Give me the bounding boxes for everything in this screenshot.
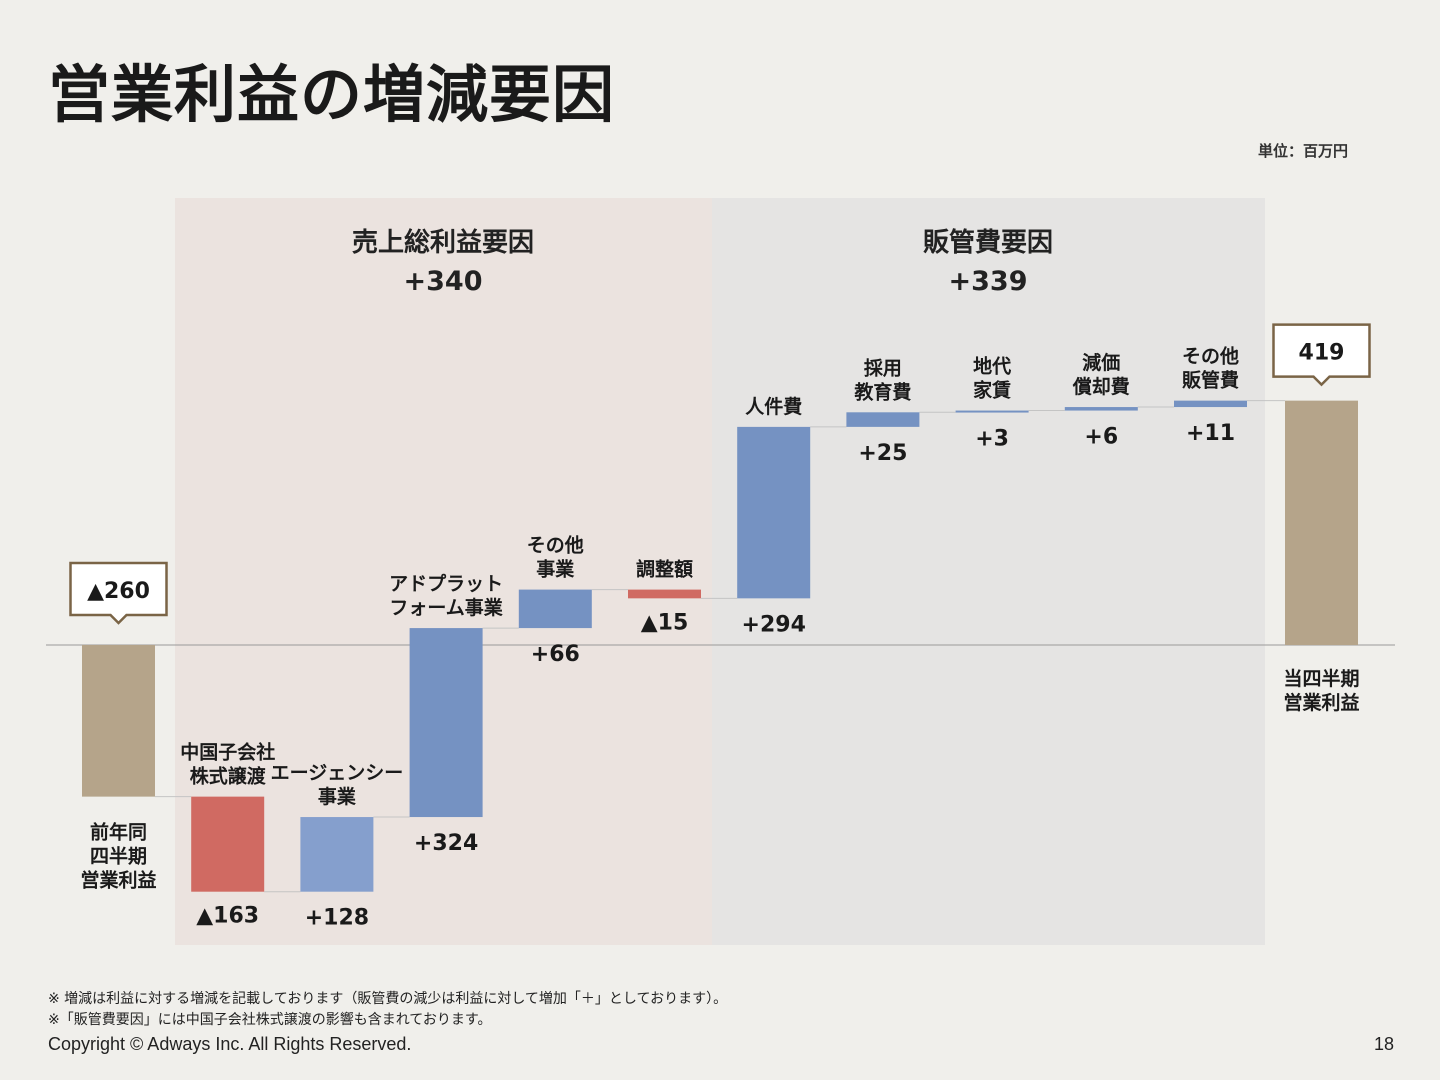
footnote-2: ※「販管費要因」には中国子会社株式譲渡の影響も含まれております。 <box>48 1012 492 1028</box>
category-label-10-0: その他 <box>1182 345 1239 368</box>
category-label-9-0: 減価 <box>1082 351 1120 374</box>
category-label-7-0: 採用 <box>864 357 902 379</box>
copyright: Copyright © Adways Inc. All Rights Reser… <box>48 1034 412 1054</box>
bar-3 <box>409 628 483 818</box>
unit-label: 単位：百万円 <box>1257 142 1348 160</box>
category-label-8-1: 家賃 <box>973 379 1011 402</box>
category-label-8-0: 地代 <box>973 355 1011 378</box>
category-label-4-0: その他 <box>527 534 584 557</box>
bar-10 <box>1174 400 1247 408</box>
category-label-10-1: 販管費 <box>1182 369 1239 392</box>
data-label-4: +66 <box>531 642 580 667</box>
category-label-2-0: エージェンシー <box>271 762 404 784</box>
data-label-0: ▲260 <box>87 579 150 604</box>
category-label-11-0: 当四半期 <box>1283 667 1359 690</box>
footnote-1: ※ 増減は利益に対する増減を記載しております（販管費の減少は利益に対して増加「＋… <box>48 991 728 1007</box>
gross-profit-panel <box>175 198 712 945</box>
category-label-7-1: 教育費 <box>854 380 911 403</box>
bar-7 <box>846 412 920 427</box>
category-label-4-1: 事業 <box>536 558 575 581</box>
value-callout-0 <box>69 561 168 625</box>
bar-1 <box>191 796 265 892</box>
bar-6 <box>737 426 811 599</box>
category-label-6-0: 人件費 <box>745 395 802 418</box>
bar-5 <box>628 589 701 599</box>
bar-9 <box>1064 407 1138 411</box>
category-label-0-1: 四半期 <box>90 845 147 868</box>
data-label-9: +6 <box>1084 425 1118 450</box>
data-label-6: +294 <box>742 612 806 637</box>
category-label-11-1: 営業利益 <box>1283 691 1359 714</box>
category-label-1-1: 株式譲渡 <box>190 765 267 788</box>
bar-0 <box>82 645 155 797</box>
data-label-3: +324 <box>414 831 478 856</box>
bar-11 <box>1285 400 1358 645</box>
bar-8 <box>955 410 1029 413</box>
category-label-0-2: 営業利益 <box>80 869 156 892</box>
sga-section-total: +339 <box>948 266 1028 297</box>
category-label-1-0: 中国子会社 <box>180 741 275 764</box>
category-label-2-1: 事業 <box>318 785 357 808</box>
category-label-5-0: 調整額 <box>636 558 693 581</box>
category-label-0-0: 前年同 <box>90 821 147 844</box>
page-number: 18 <box>1373 1034 1394 1054</box>
data-label-11: 419 <box>1299 341 1345 366</box>
value-callout-11 <box>1272 323 1371 387</box>
data-label-1: ▲163 <box>196 904 259 929</box>
bar-4 <box>518 589 592 629</box>
data-label-10: +11 <box>1186 421 1235 446</box>
page-title: 営業利益の増減要因 <box>48 58 616 131</box>
category-label-3-0: アドプラット <box>389 572 503 595</box>
gross-section-title: 売上総利益要因 <box>351 228 534 258</box>
data-label-8: +3 <box>975 426 1009 451</box>
bar-2 <box>300 817 374 892</box>
gross-section-total: +340 <box>403 266 483 297</box>
data-label-2: +128 <box>305 906 369 931</box>
category-label-9-1: 償却費 <box>1072 375 1130 398</box>
data-label-7: +25 <box>858 441 907 466</box>
sga-section-title: 販管費要因 <box>922 228 1053 258</box>
data-label-5: ▲15 <box>641 610 689 635</box>
category-label-3-1: フォーム事業 <box>389 596 503 619</box>
